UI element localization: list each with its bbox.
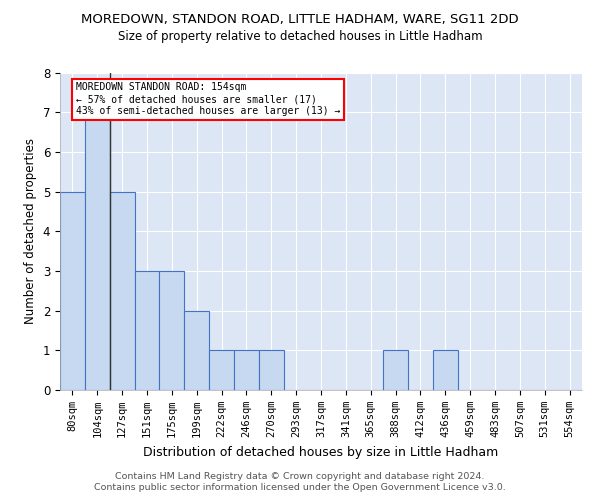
Bar [259, 350, 284, 390]
Bar [383, 350, 408, 390]
Text: Contains HM Land Registry data © Crown copyright and database right 2024.: Contains HM Land Registry data © Crown c… [115, 472, 485, 481]
Text: Size of property relative to detached houses in Little Hadham: Size of property relative to detached ho… [118, 30, 482, 43]
X-axis label: Distribution of detached houses by size in Little Hadham: Distribution of detached houses by size … [143, 446, 499, 458]
Bar [60, 192, 85, 390]
Bar [110, 192, 134, 390]
Bar [160, 271, 184, 390]
Text: MOREDOWN, STANDON ROAD, LITTLE HADHAM, WARE, SG11 2DD: MOREDOWN, STANDON ROAD, LITTLE HADHAM, W… [81, 12, 519, 26]
Text: Contains public sector information licensed under the Open Government Licence v3: Contains public sector information licen… [94, 483, 506, 492]
Bar [209, 350, 234, 390]
Y-axis label: Number of detached properties: Number of detached properties [24, 138, 37, 324]
Bar [234, 350, 259, 390]
Bar [134, 271, 160, 390]
Bar [433, 350, 458, 390]
Bar [184, 310, 209, 390]
Bar [85, 112, 110, 390]
Text: MOREDOWN STANDON ROAD: 154sqm
← 57% of detached houses are smaller (17)
43% of s: MOREDOWN STANDON ROAD: 154sqm ← 57% of d… [76, 82, 341, 116]
